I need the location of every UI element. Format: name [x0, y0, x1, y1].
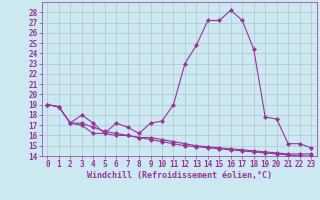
X-axis label: Windchill (Refroidissement éolien,°C): Windchill (Refroidissement éolien,°C) — [87, 171, 272, 180]
